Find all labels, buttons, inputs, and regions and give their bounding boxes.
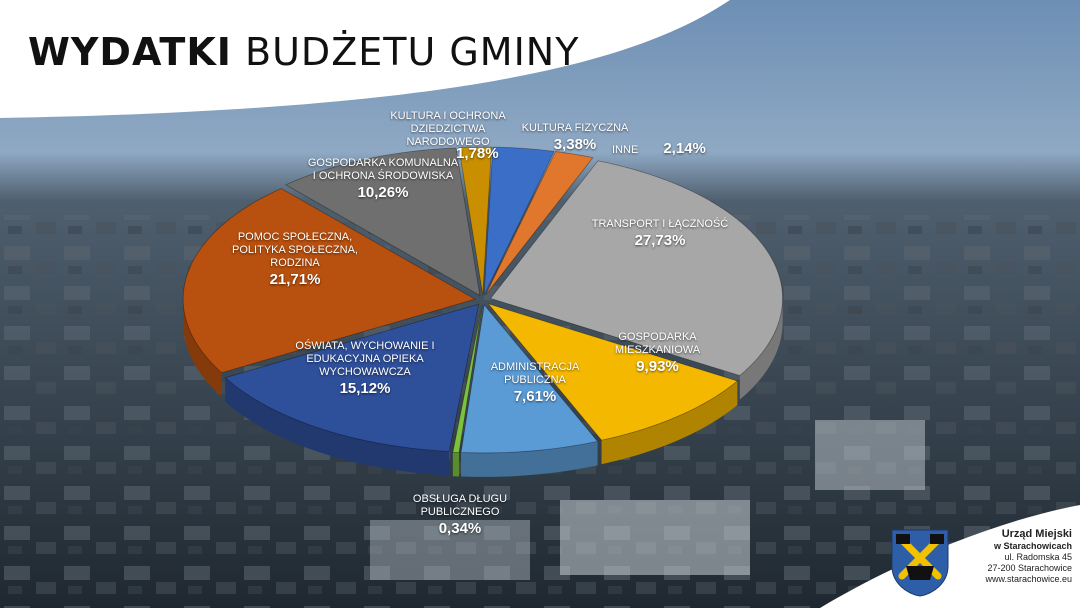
label-line: GOSPODARKA KOMUNALNA [307,157,459,169]
label-text: TRANSPORT I ŁĄCZNOŚĆ [591,218,729,230]
label-value: 3,38% [553,136,597,153]
title-bold: WYDATKI [28,30,232,74]
coat-of-arms-icon [891,529,949,597]
label-line: PUBLICZNEGO [420,506,500,518]
label-value: 15,12% [339,380,391,397]
pie-side-5 [452,452,460,477]
logo-line4: 27-200 Starachowice [987,563,1072,573]
logo-text: Urząd Miejski w Starachowicach ul. Radom… [960,528,1072,585]
label-value: 1,78% [456,145,499,162]
label-line: PUBLICZNA [504,374,566,386]
label-inne: INNE 2,14% [612,140,722,157]
pie-side-2 [739,298,783,400]
title-light: BUDŻETU GMINY [245,30,580,74]
pie-slice-4 [460,304,599,454]
label-line: KULTURA I OCHRONA [390,110,506,122]
pie-side-7 [183,299,222,397]
label-dlug: OBSŁUGA DŁUGU PUBLICZNEGO 0,34% [395,493,525,538]
label-line: DZIEDZICTWA [410,123,486,135]
pie-slice-9 [458,146,492,296]
label-line: POMOC SPOŁECZNA, [237,231,353,243]
pie-sides [183,298,783,477]
pie-side-3 [601,380,738,465]
label-value: 0,34% [438,520,482,537]
label-transport: TRANSPORT I ŁĄCZNOŚĆ 27,73% [580,218,740,250]
logo-line1: Urząd Miejski [1001,528,1072,540]
label-value: 2,14% [663,140,706,157]
label-line: EDUKACYJNA OPIEKA [306,353,424,365]
label-oswiata: OŚWIATA, WYCHOWANIE I EDUKACYJNA OPIEKA … [280,340,450,398]
label-administracja: ADMINISTRACJA PUBLICZNA 7,61% [480,361,590,406]
page-title: WYDATKI BUDŻETU GMINY [28,30,579,74]
pie-slice-0 [483,146,555,296]
label-line: NARODOWEGO [406,136,490,148]
label-kultura: KULTURA I OCHRONA DZIEDZICTWA NARODOWEGO… [383,110,513,161]
logo-line5: www.starachowice.eu [985,574,1072,584]
label-value: 9,93% [636,358,679,375]
label-pomoc: POMOC SPOŁECZNA, POLITYKA SPOŁECZNA, ROD… [220,231,370,289]
pie-side-6 [225,377,450,476]
pie-slice-8 [285,147,481,297]
pie-slice-7 [182,188,477,374]
label-value: 7,61% [513,388,557,405]
label-text: INNE [612,144,639,156]
logo-line2: w Starachowicach [993,541,1072,551]
label-value: 27,73% [634,232,686,249]
logo-line3: ul. Radomska 45 [1004,552,1072,562]
pie-side-4 [461,441,598,477]
label-line: RODZINA [270,257,320,269]
label-line: I OCHRONA ŚRODOWISKA [312,170,454,182]
label-line: WYCHOWAWCZA [319,366,411,378]
label-line: MIESZKANIOWA [614,344,701,356]
label-line: OŚWIATA, WYCHOWANIE I [295,340,435,352]
label-line: ADMINISTRACJA [490,361,580,373]
label-mieszkaniowa: GOSPODARKA MIESZKANIOWA 9,93% [595,331,720,376]
pie-slice-1 [485,151,594,296]
label-komunalna: GOSPODARKA KOMUNALNA I OCHRONA ŚRODOWISK… [298,157,468,202]
label-line: POLITYKA SPOŁECZNA, [232,244,358,256]
label-kultura-fizyczna: KULTURA FIZYCZNA 3,38% [505,122,645,154]
label-line: GOSPODARKA [618,331,697,343]
pie-slice-3 [487,303,739,441]
label-line: OBSŁUGA DŁUGU [412,493,508,505]
pie-slice-6 [224,303,480,452]
pie-tops [182,146,783,454]
pie-slice-5 [452,304,483,453]
pie-slice-2 [489,160,783,377]
label-value: 10,26% [357,184,409,201]
label-value: 21,71% [269,271,321,288]
label-text: KULTURA FIZYCZNA [521,122,629,134]
